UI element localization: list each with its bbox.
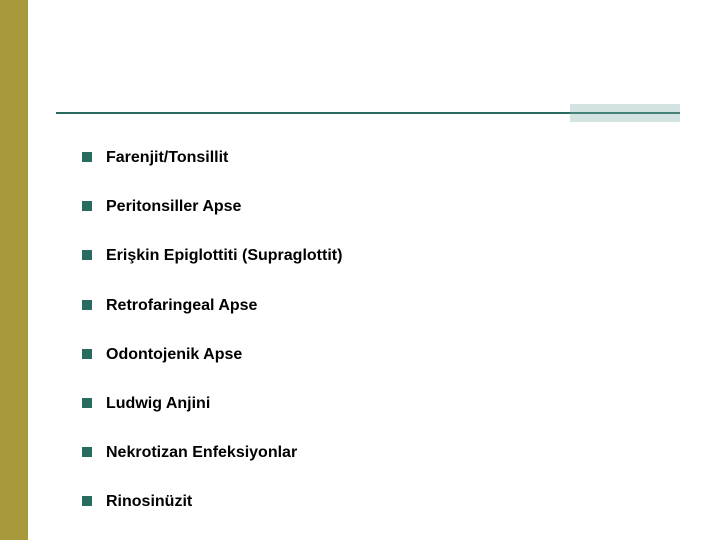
list-item-text: Retrofaringeal Apse [106,296,257,315]
bullet-icon [82,250,92,260]
bullet-icon [82,201,92,211]
list-item: Rinosinüzit [82,492,660,511]
list-item: Nekrotizan Enfeksiyonlar [82,443,660,462]
bullet-icon [82,349,92,359]
list-item-text: Ludwig Anjini [106,394,210,413]
slide: Farenjit/Tonsillit Peritonsiller Apse Er… [0,0,720,540]
accent-block [570,104,680,122]
list-item-text: Peritonsiller Apse [106,197,241,216]
bullet-icon [82,300,92,310]
list-item-text: Erişkin Epiglottiti (Supraglottit) [106,246,342,265]
bullet-icon [82,447,92,457]
left-sidebar-bar [0,0,28,540]
list-item: Farenjit/Tonsillit [82,148,660,167]
list-item: Erişkin Epiglottiti (Supraglottit) [82,246,660,265]
list-item: Retrofaringeal Apse [82,296,660,315]
list-item: Peritonsiller Apse [82,197,660,216]
bullet-icon [82,496,92,506]
bullet-icon [82,398,92,408]
list-item-text: Odontojenik Apse [106,345,242,364]
list-item-text: Farenjit/Tonsillit [106,148,228,167]
list-item-text: Rinosinüzit [106,492,192,511]
list-item: Ludwig Anjini [82,394,660,413]
content-list: Farenjit/Tonsillit Peritonsiller Apse Er… [82,148,660,542]
list-item-text: Nekrotizan Enfeksiyonlar [106,443,297,462]
bullet-icon [82,152,92,162]
list-item: Odontojenik Apse [82,345,660,364]
